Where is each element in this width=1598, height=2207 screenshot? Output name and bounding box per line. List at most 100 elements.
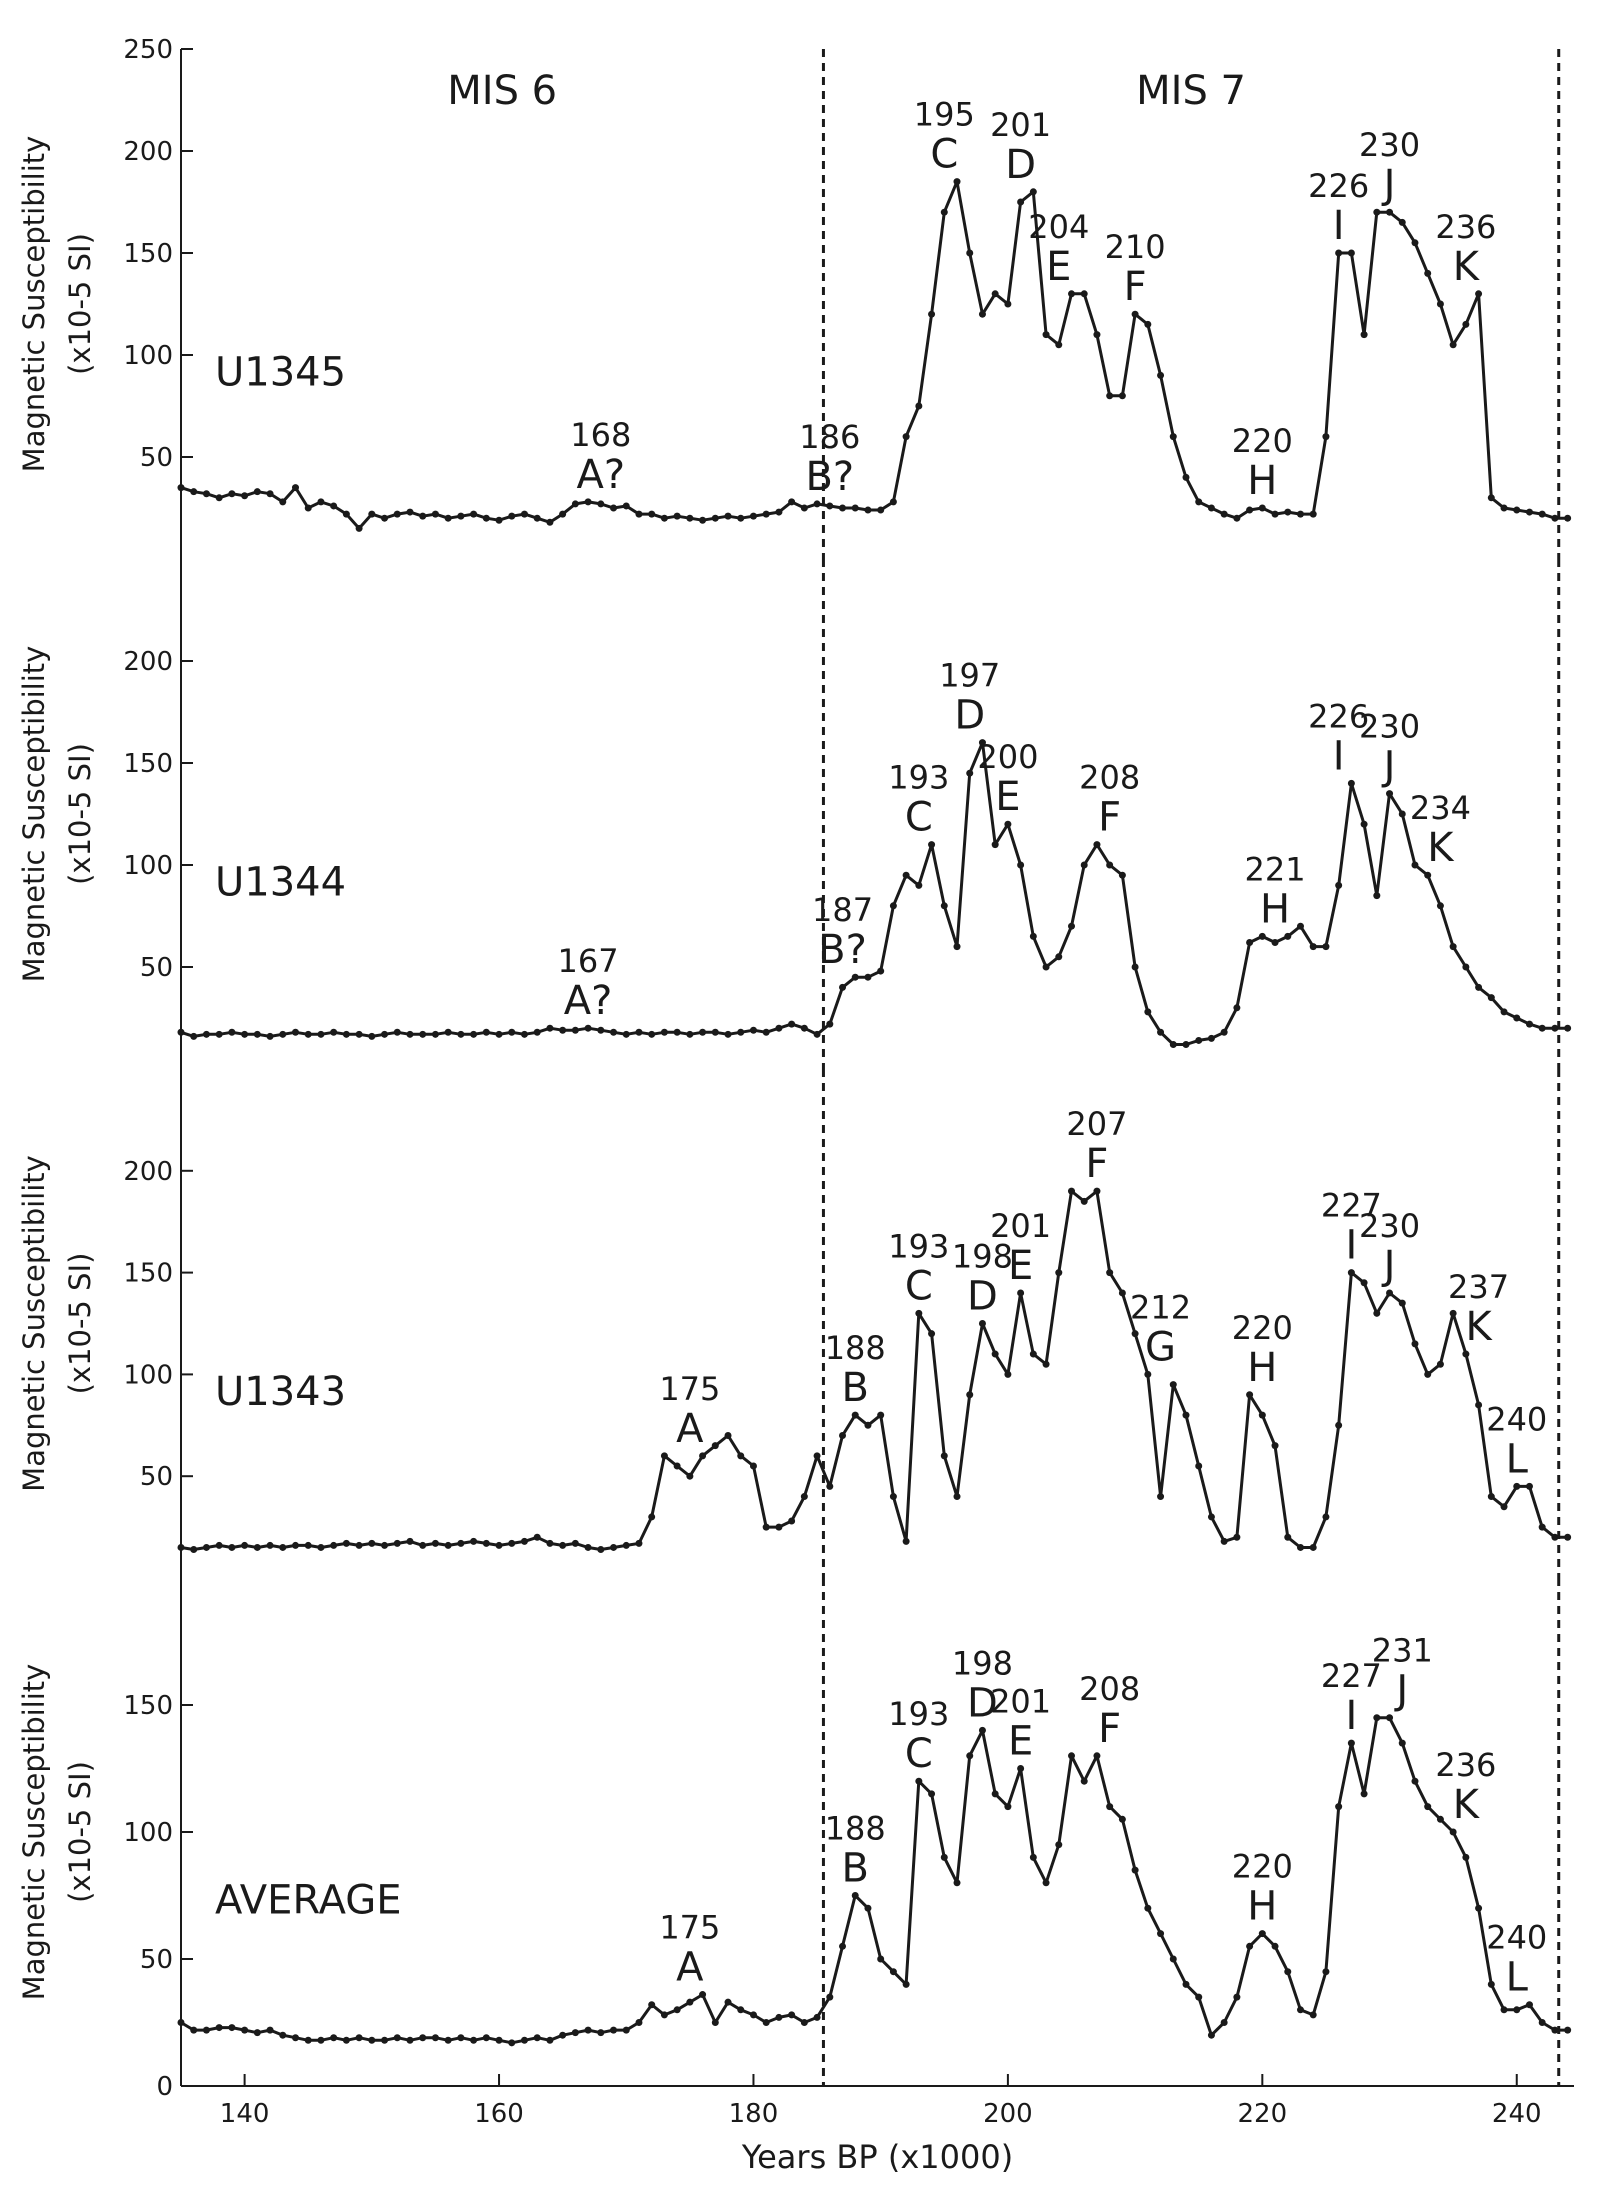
data-point — [1398, 810, 1406, 818]
data-point — [1436, 902, 1444, 910]
data-point — [291, 484, 299, 492]
data-point — [788, 1517, 796, 1525]
data-point — [826, 1993, 834, 2001]
data-point — [368, 510, 376, 518]
data-point — [1233, 514, 1241, 522]
data-point — [266, 1032, 274, 1040]
annotation-letter: E — [995, 774, 1020, 820]
data-point — [559, 1541, 567, 1549]
data-point — [584, 2026, 592, 2034]
annotation-letter: C — [905, 795, 933, 841]
data-point — [1106, 1269, 1114, 1277]
data-point — [470, 510, 478, 518]
data-point — [559, 2031, 567, 2039]
data-point — [1513, 2006, 1521, 2014]
data-point — [1551, 2026, 1559, 2034]
data-point — [851, 1892, 859, 1899]
data-point — [610, 2026, 618, 2034]
data-point — [660, 514, 668, 522]
data-point — [1042, 1360, 1050, 1368]
data-point — [1538, 2019, 1546, 2026]
annotation-year: 220 — [1232, 1848, 1293, 1886]
annotation-letter: D — [954, 693, 985, 739]
data-point — [1068, 1752, 1076, 1760]
annotation-year: 208 — [1079, 759, 1140, 797]
data-point — [1475, 290, 1483, 298]
data-point — [1169, 1955, 1177, 1963]
data-point — [1538, 1024, 1546, 1032]
data-point — [1386, 790, 1394, 798]
data-point — [330, 1541, 338, 1549]
data-point — [1347, 779, 1355, 787]
annotation-year: 193 — [888, 1227, 949, 1265]
data-point — [1525, 1482, 1533, 1490]
data-point — [266, 490, 274, 498]
data-point — [1207, 1034, 1215, 1042]
data-point — [520, 1537, 528, 1545]
data-point — [1335, 881, 1343, 889]
data-point — [381, 514, 389, 522]
data-point — [877, 967, 885, 975]
data-point — [215, 1030, 223, 1038]
data-point — [851, 504, 859, 512]
y-tick-label: 100 — [123, 1818, 173, 1848]
annotation-letter: H — [1260, 886, 1290, 932]
data-point — [444, 1541, 452, 1549]
data-point — [1093, 1752, 1101, 1760]
data-point — [431, 2034, 439, 2042]
data-point — [1564, 1533, 1572, 1541]
data-point — [610, 1028, 618, 1036]
annotation-year: 236 — [1435, 208, 1496, 246]
annotation-letter: F — [1098, 1706, 1121, 1752]
data-point — [1335, 249, 1343, 257]
data-point — [444, 514, 452, 522]
data-point — [978, 310, 986, 318]
data-point — [1157, 1028, 1165, 1036]
data-point — [1411, 1340, 1419, 1348]
data-point — [775, 508, 783, 516]
data-point — [699, 1991, 707, 1999]
annotation-letter: E — [1008, 1243, 1033, 1289]
data-point — [1500, 2006, 1508, 2014]
annotation-letter: I — [1333, 203, 1345, 249]
data-point — [1424, 871, 1432, 879]
y-tick-label: 100 — [123, 851, 173, 881]
data-point — [342, 1030, 350, 1038]
data-point — [864, 1421, 872, 1429]
data-point — [699, 1452, 707, 1460]
data-point — [1500, 504, 1508, 512]
data-point — [546, 2036, 554, 2044]
data-point — [915, 1777, 923, 1785]
data-point — [762, 2019, 770, 2026]
data-point — [1207, 1513, 1215, 1521]
data-point — [444, 2036, 452, 2044]
annotation-letter: I — [1345, 1223, 1357, 1269]
data-point — [559, 510, 567, 518]
annotation-year: 195 — [914, 96, 975, 134]
data-point — [839, 983, 847, 991]
data-point — [1131, 963, 1139, 971]
annotation-letter: L — [1506, 1436, 1529, 1482]
data-point — [686, 1998, 694, 2006]
data-point — [228, 490, 236, 498]
data-point — [482, 1028, 490, 1036]
data-point — [1424, 1370, 1432, 1378]
annotation-year: 193 — [888, 759, 949, 797]
data-point — [1220, 2019, 1228, 2026]
annotation-letter: F — [1124, 264, 1147, 310]
data-point — [1322, 1513, 1330, 1521]
annotation-year: 201 — [990, 106, 1051, 144]
data-point — [762, 510, 770, 518]
annotation-year: 221 — [1245, 850, 1306, 888]
data-point — [1398, 218, 1406, 226]
annotation-year: 208 — [1079, 1670, 1140, 1708]
data-point — [1284, 508, 1292, 516]
data-point — [749, 1462, 757, 1470]
data-point — [317, 2036, 325, 2044]
data-point — [419, 2034, 427, 2042]
data-point — [928, 310, 936, 318]
data-point — [559, 1026, 567, 1034]
data-point — [1246, 939, 1254, 947]
data-point — [279, 1543, 287, 1551]
